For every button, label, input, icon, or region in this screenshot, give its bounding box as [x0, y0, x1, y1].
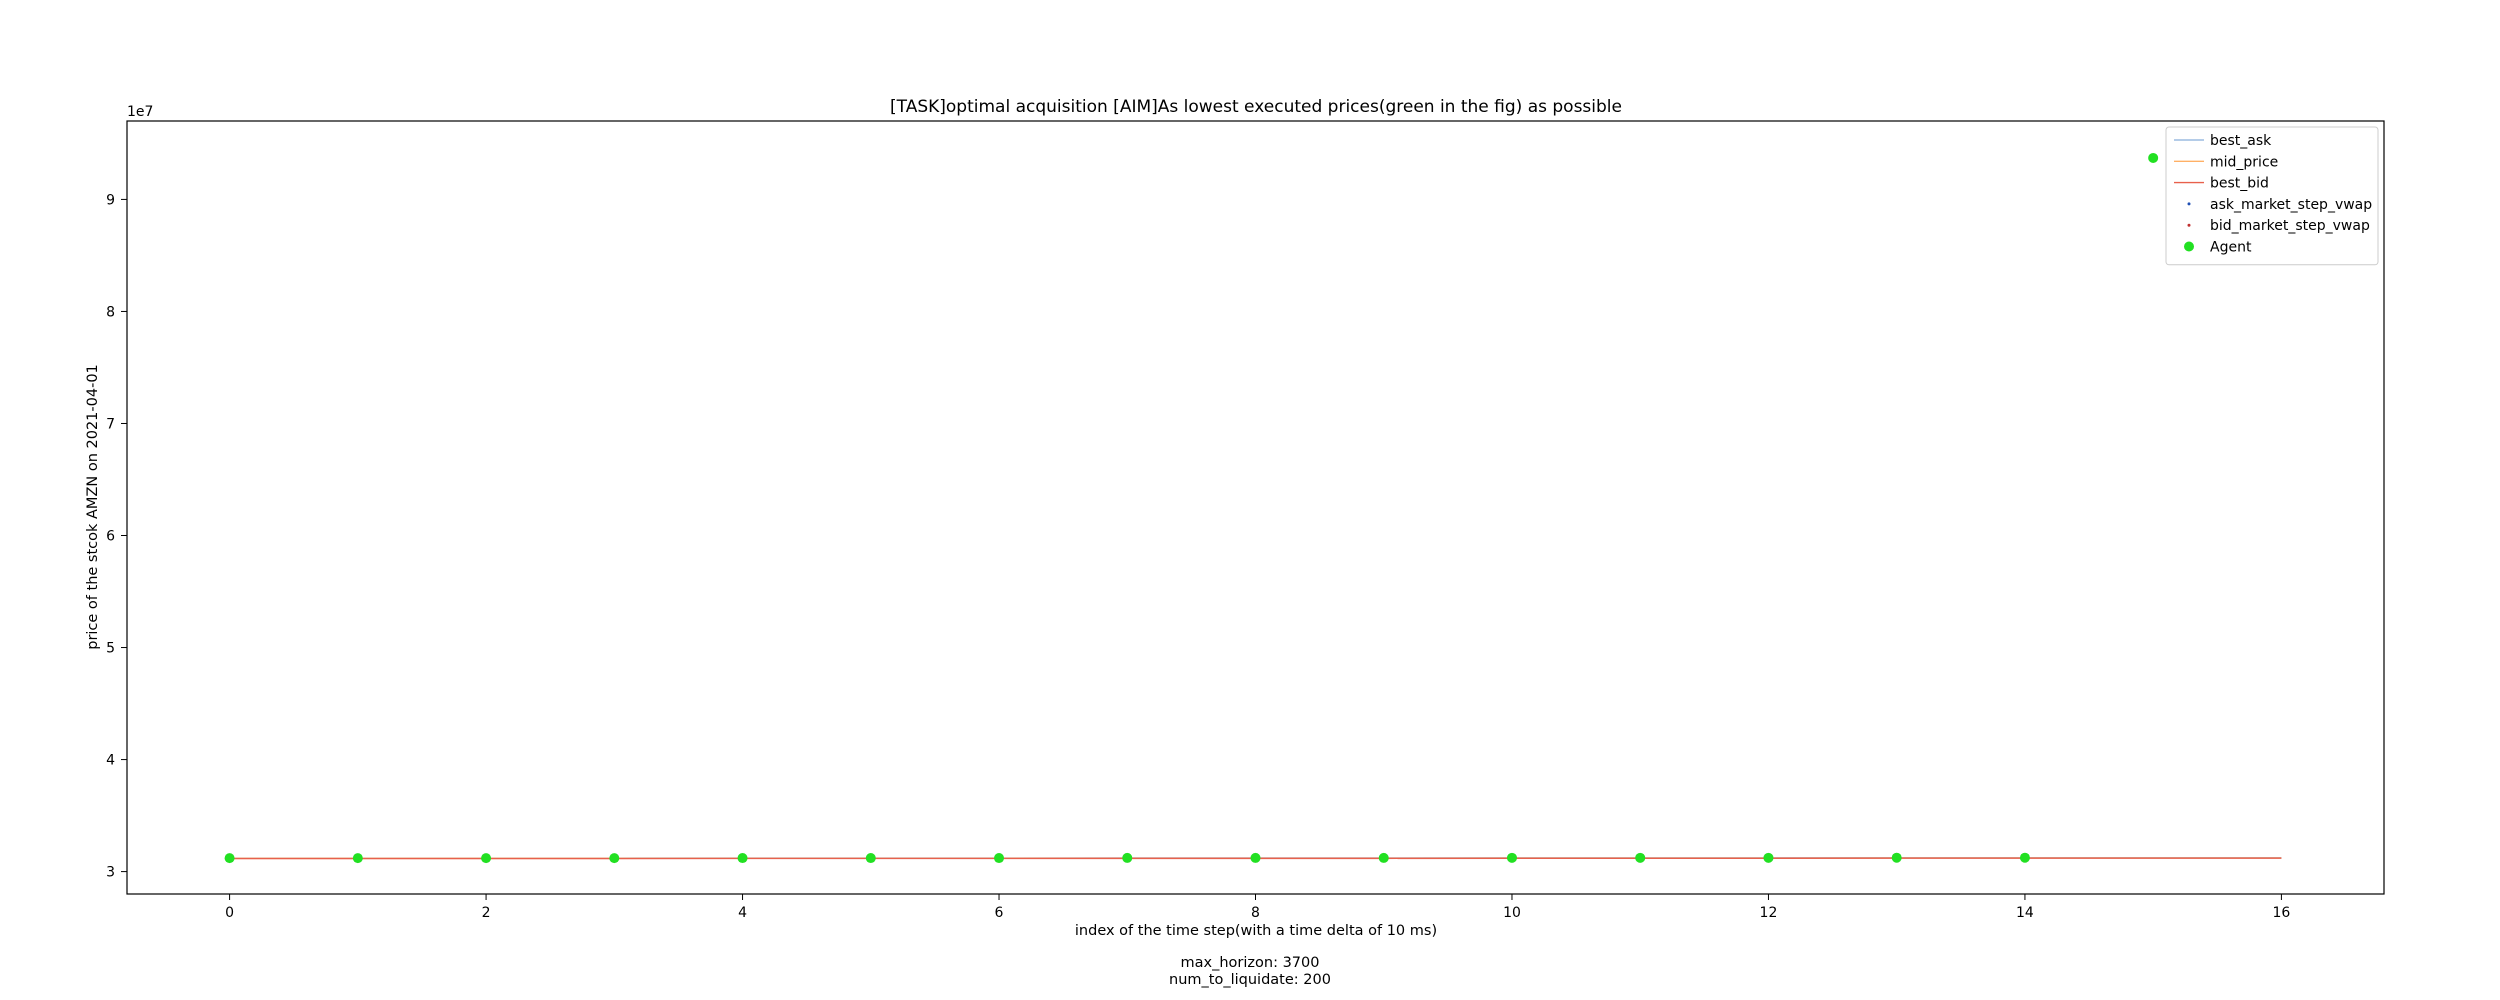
y-tick-label: 9	[106, 192, 115, 208]
footer-num-to-liquidate: num_to_liquidate: 200	[1169, 972, 1331, 988]
x-tick-label: 4	[738, 905, 747, 921]
x-tick-label: 2	[482, 905, 491, 921]
point-Agent	[994, 853, 1005, 864]
legend: best_ask mid_price best_bid ask_market_step…	[2165, 126, 2379, 266]
axes-frame	[126, 120, 2385, 895]
x-tick-label: 12	[1760, 905, 1778, 921]
point-Agent	[1122, 852, 1133, 863]
legend-label-best_bid: best_bid	[2210, 176, 2269, 192]
point-Agent	[1635, 852, 1646, 863]
legend-label-bid_market_step_vwap: bid_market_step_vwap	[2210, 218, 2370, 234]
point-Agent	[352, 853, 363, 864]
y-axis-offset-label: 1e7	[127, 104, 153, 120]
x-tick-label: 16	[2272, 905, 2290, 921]
point-Agent	[609, 853, 620, 864]
y-tick-label: 7	[106, 416, 115, 432]
x-tick-label: 14	[2016, 905, 2034, 921]
legend-label-ask_market_step_vwap: ask_market_step_vwap	[2210, 197, 2372, 213]
legend-swatch-Agent	[2184, 241, 2194, 252]
point-Agent	[1378, 852, 1389, 863]
legend-label-mid_price: mid_price	[2210, 154, 2278, 170]
point-Agent	[224, 853, 235, 864]
point-Agent	[1506, 852, 1517, 863]
plot-area: 0 2 4 6 8 10 12 14 16 3 4 5 6 7 8 9	[106, 120, 2385, 921]
x-axis-label: index of the time step(with a time delta…	[1075, 923, 1437, 939]
legend-label-Agent: Agent	[2210, 240, 2252, 256]
point-Agent	[1250, 852, 1261, 863]
y-tick-label: 3	[106, 865, 115, 881]
chart-title: [TASK]optimal acquisition [AIM]As lowest…	[890, 97, 1622, 117]
y-axis-label: price of the stcok AMZN on 2021-04-01	[85, 364, 101, 650]
point-Agent	[737, 853, 748, 864]
legend-swatch-bid_market_step_vwap	[2187, 223, 2191, 227]
point-Agent	[1891, 852, 1902, 863]
point-Agent	[2148, 152, 2159, 163]
point-Agent	[481, 853, 492, 864]
x-tick-label: 10	[1503, 905, 1521, 921]
y-tick-label: 4	[106, 753, 115, 769]
legend-label-best_ask: best_ask	[2210, 133, 2272, 149]
x-tick-label: 0	[225, 905, 234, 921]
y-tick-label: 6	[106, 529, 115, 545]
footer-max-horizon: max_horizon: 3700	[1180, 955, 1320, 971]
point-Agent	[2019, 852, 2030, 863]
legend-swatch-ask_market_step_vwap	[2187, 202, 2191, 206]
point-Agent	[865, 853, 876, 864]
y-tick-label: 5	[106, 641, 115, 657]
x-tick-label: 8	[1251, 905, 1260, 921]
point-Agent	[1763, 852, 1774, 863]
legend-box	[2165, 126, 2379, 266]
x-tick-label: 6	[995, 905, 1004, 921]
y-tick-label: 8	[106, 304, 115, 320]
